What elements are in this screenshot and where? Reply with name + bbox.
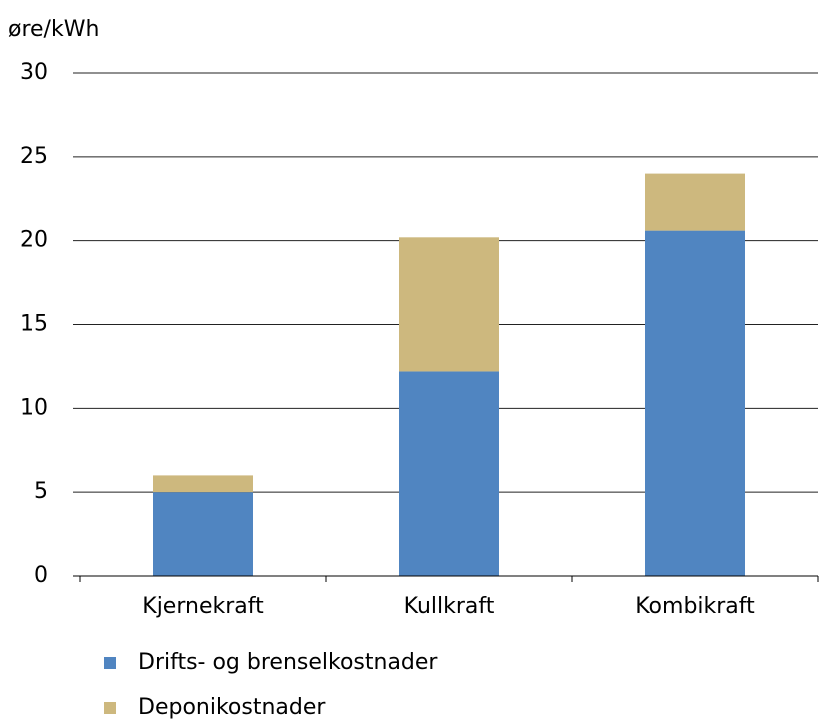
x-tick-label: Kombikraft	[635, 594, 755, 619]
y-tick-label: 0	[34, 563, 48, 588]
y-tick-label: 5	[34, 479, 48, 504]
bar-segment	[153, 492, 253, 576]
x-tick-label: Kullkraft	[404, 594, 495, 619]
legend-swatch	[104, 657, 116, 669]
y-tick-label: 10	[20, 395, 48, 420]
bar-segment	[399, 371, 499, 576]
bar-segment	[153, 475, 253, 493]
bar-segment	[399, 237, 499, 372]
legend-label: Deponikostnader	[138, 695, 326, 720]
bar-segment	[645, 230, 745, 576]
bar-segment	[645, 173, 745, 231]
y-axis-label: øre/kWh	[8, 17, 99, 42]
y-tick-label: 20	[20, 228, 48, 253]
y-tick-label: 25	[20, 144, 48, 169]
y-tick-label: 15	[20, 312, 48, 337]
y-tick-label: 30	[20, 60, 48, 85]
legend-swatch	[104, 702, 116, 714]
x-tick-label: Kjernekraft	[142, 594, 264, 619]
legend-label: Drifts- og brenselkostnader	[138, 650, 438, 675]
